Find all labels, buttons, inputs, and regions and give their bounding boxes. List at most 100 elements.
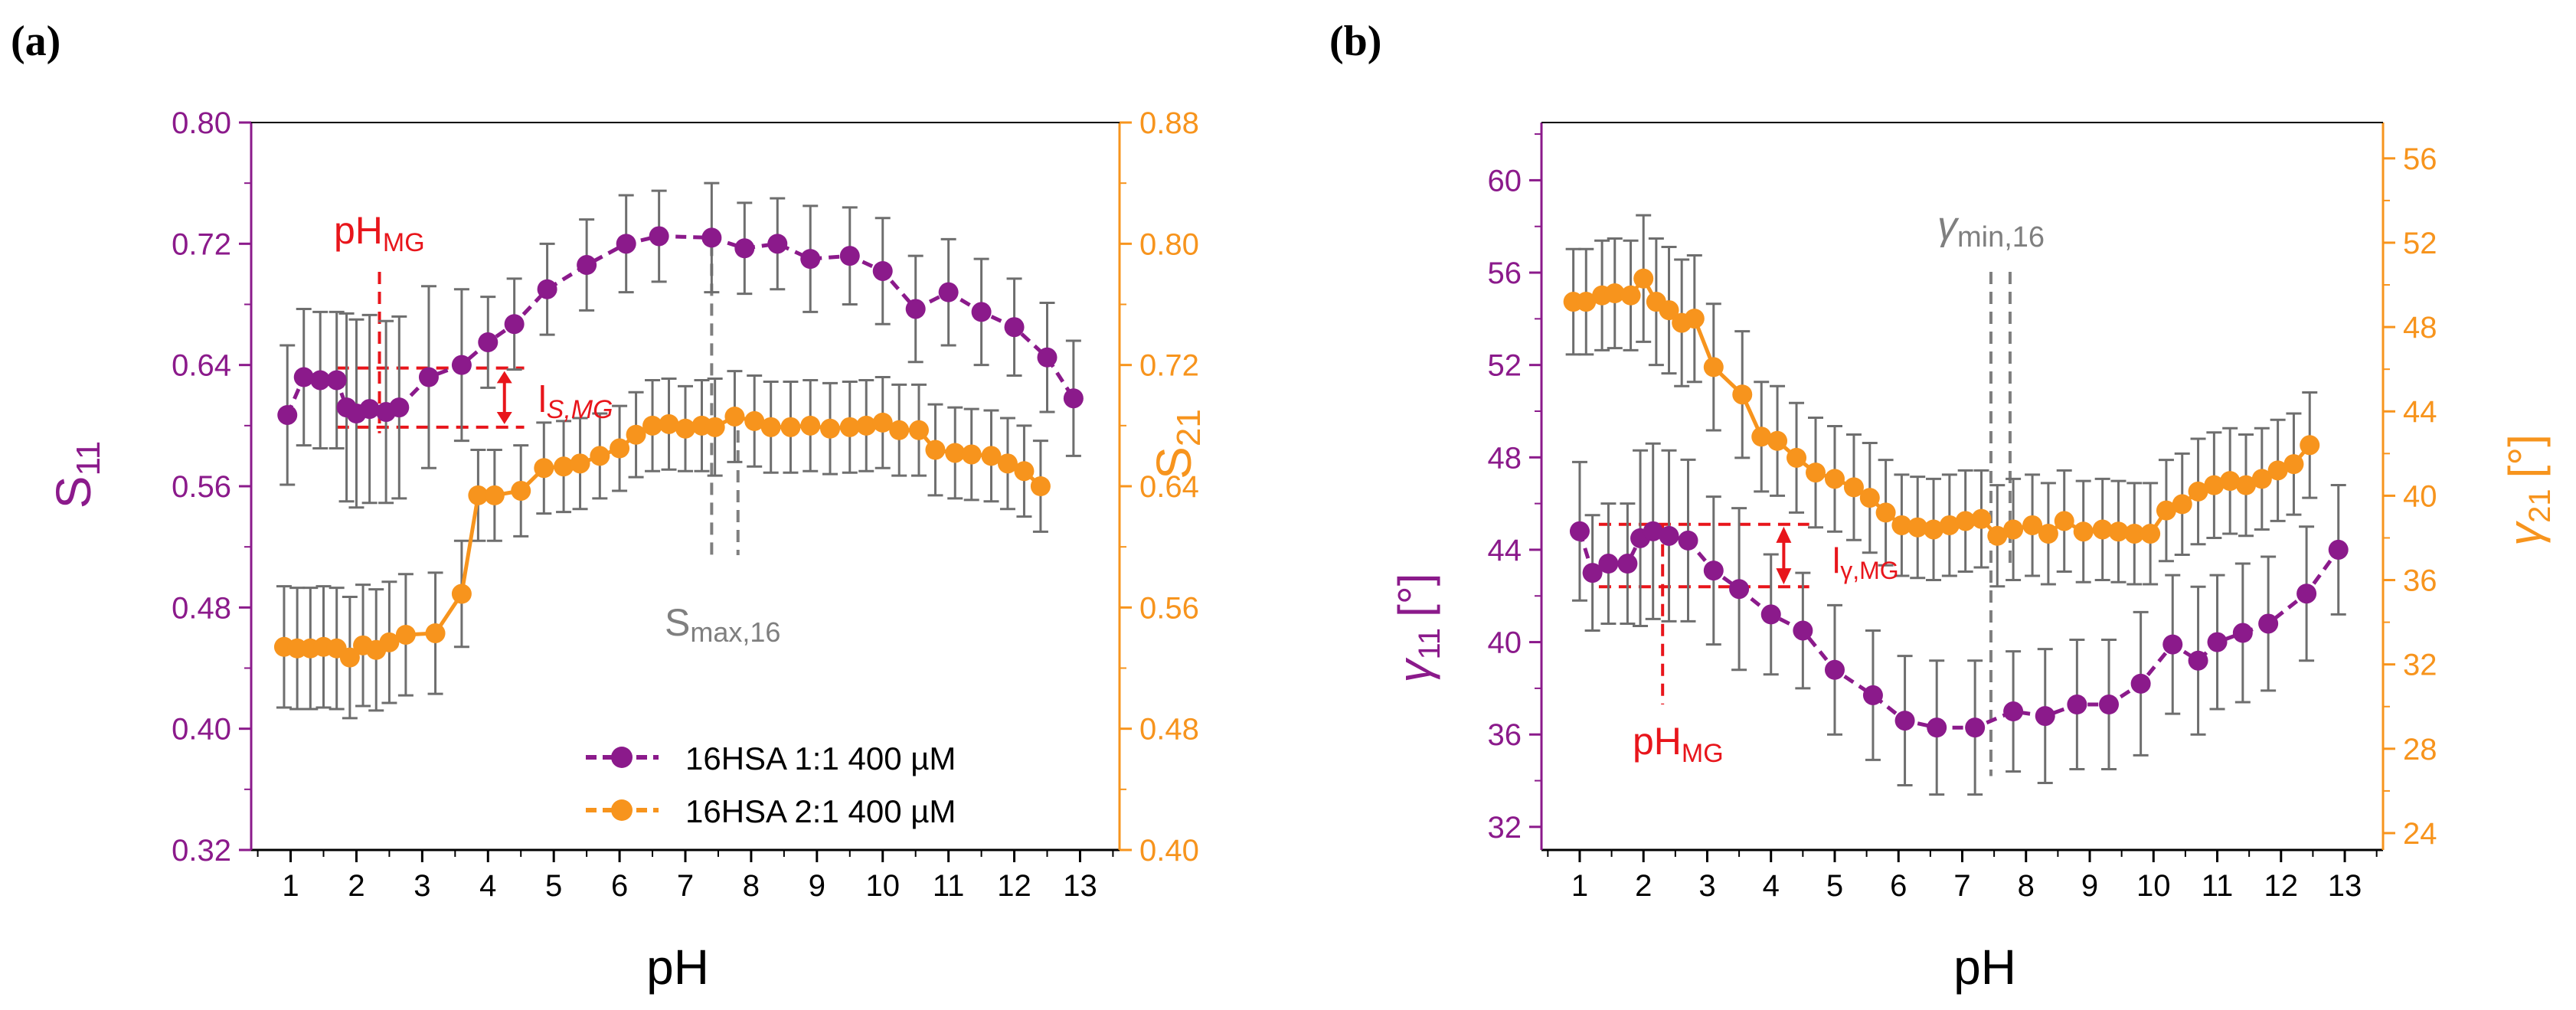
data-point: [616, 234, 636, 254]
data-point: [961, 444, 982, 465]
y-left-tick-label: 0.80: [172, 106, 231, 140]
data-point: [1891, 515, 1912, 535]
data-point: [293, 367, 314, 387]
data-point: [1824, 659, 1845, 680]
data-point: [418, 367, 439, 387]
data-point: [1703, 561, 1724, 581]
data-point: [889, 420, 910, 440]
panel-a-label: (a): [11, 18, 60, 65]
data-point: [1659, 525, 1679, 546]
x-tick-label: 13: [2328, 869, 2362, 903]
x-tick-label: 5: [1826, 869, 1843, 903]
data-point: [2130, 673, 2151, 694]
extreme-label-b: γmin,16: [1937, 204, 2045, 253]
data-point: [1965, 717, 1986, 738]
y-right-tick-label: 0.40: [1139, 834, 1199, 868]
x-tick-label: 2: [1635, 869, 1652, 903]
data-point: [1875, 502, 1896, 523]
data-point: [511, 480, 531, 501]
data-point: [642, 415, 663, 436]
data-point: [2283, 454, 2304, 475]
series-2: [1563, 214, 2320, 588]
x-tick-label: 11: [2202, 869, 2234, 903]
y-left-tick-label: 44: [1488, 534, 1522, 567]
data-point: [1927, 717, 1947, 738]
data-point: [1862, 685, 1883, 705]
data-point: [2328, 539, 2349, 560]
data-point: [2124, 523, 2145, 544]
y-left-tick-label: 60: [1488, 164, 1522, 198]
y-right-tick-label: 0.64: [1139, 470, 1199, 504]
data-point: [1806, 463, 1826, 483]
data-point: [872, 412, 893, 433]
y-left-tick-label: 52: [1488, 349, 1522, 383]
ph-mg-label-main: pH: [334, 209, 383, 252]
y-axis-left-title: S11: [46, 441, 107, 508]
data-point: [2067, 695, 2087, 714]
data-point: [2204, 475, 2225, 495]
ph-mg-label: pHMG: [334, 209, 425, 257]
x-tick-label: 12: [2264, 869, 2299, 903]
y-axis-right-title: S21: [1146, 409, 1208, 479]
data-point: [1824, 469, 1845, 489]
data-point: [425, 623, 446, 643]
x-tick-label: 8: [743, 869, 760, 903]
data-point: [2251, 469, 2272, 489]
data-point: [1971, 508, 1992, 529]
y-left-tick-label: 32: [1488, 811, 1522, 845]
x-tick-label: 10: [2136, 869, 2171, 903]
width-arrow-head: [496, 412, 512, 424]
legend-item-2: 16HSA 2:1 400 µM: [586, 793, 956, 829]
legend-marker-1: [611, 747, 633, 768]
data-point: [1659, 300, 1679, 321]
y-left-tick-label: 0.64: [172, 349, 231, 383]
ph-mg-label-sub: MG: [383, 228, 425, 257]
data-point: [1569, 521, 1590, 541]
panel-a-plot: 1 2 3 4 5 6 7 8 9 10 11 12 130.320.400.480.560.640.7…: [172, 106, 1199, 903]
y-axis-left-title-sub: 11: [70, 441, 107, 476]
width-arrow-head: [1776, 568, 1792, 585]
data-point: [1678, 530, 1698, 551]
data-point: [1907, 517, 1928, 538]
width-label-main: l: [538, 380, 547, 420]
data-point: [2140, 523, 2161, 544]
width-label-b: lγ,MG: [1832, 541, 1899, 584]
x-tick-label: 7: [677, 869, 694, 903]
x-tick-label: 7: [1953, 869, 1970, 903]
data-point: [1751, 427, 1772, 447]
extreme-label-b-main: γ: [1937, 204, 1960, 248]
width-arrow-head: [496, 371, 512, 384]
data-point: [2172, 494, 2192, 515]
data-point: [908, 420, 929, 440]
data-point: [820, 418, 840, 439]
data-point: [2188, 481, 2208, 502]
series-1: [1569, 442, 2349, 796]
y-axis-right-title-b-sub: 21: [2523, 489, 2557, 523]
data-point: [2092, 519, 2113, 540]
data-point: [659, 413, 679, 434]
x-tick-label: 13: [1063, 869, 1097, 903]
data-point: [379, 632, 400, 652]
x-tick-label: 11: [933, 869, 965, 903]
width-label-sub: S,MG: [547, 395, 613, 424]
data-point: [1729, 579, 1750, 600]
data-point: [626, 424, 646, 445]
data-point: [2054, 511, 2074, 531]
y-right-tick-label: 52: [2403, 227, 2437, 260]
data-point: [339, 647, 360, 668]
data-point: [856, 415, 877, 436]
data-point: [451, 583, 472, 604]
data-point: [2038, 523, 2058, 544]
data-point: [2162, 634, 2183, 655]
data-point: [395, 624, 416, 645]
data-point: [554, 456, 574, 477]
y-axis-left-title-b-main: γ: [1389, 657, 1440, 682]
data-point: [326, 370, 347, 391]
data-point: [1767, 430, 1788, 451]
y-right-tick-label: 48: [2403, 311, 2437, 345]
panel-a: (a) 1 2 3 4 5 6 7 8 9 10 11 12 130.320.400.480.560.6…: [11, 18, 1208, 995]
data-point: [1004, 317, 1025, 338]
data-point: [971, 302, 992, 322]
data-point: [675, 418, 695, 439]
